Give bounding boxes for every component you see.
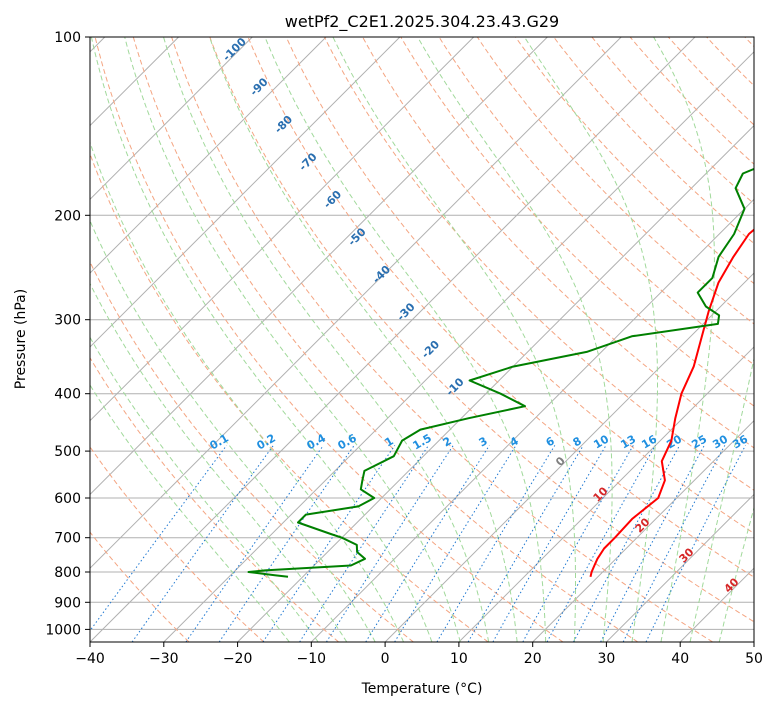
x-tick-label: 50 [745,651,763,667]
isotherm-line [90,37,696,642]
x-tick-label: 40 [671,651,689,667]
y-tick-label: 1000 [45,622,81,638]
axis-layer: −40 −30 −20 −10 0 10 20 30 40 50 100 200 300 400 500 60… [45,30,763,667]
moist-adiabat-line [90,336,319,642]
moist-adiabat-line [124,37,461,642]
mixing-ratio-line [467,445,584,642]
dry-adiabat-line [132,37,639,642]
chart-title: wetPf2_C2E1.2025.304.23.43.G29 [285,12,559,32]
x-axis-title: Temperature (°C) [361,681,483,697]
mixing-ratio-line [546,445,656,642]
moist-adiabat-line [90,219,376,642]
isotherm-line [606,493,754,642]
mixing-ratio-line [299,445,429,642]
y-tick-label: 300 [54,313,81,329]
mixing-ratio-line [394,445,517,642]
grid-layer [90,37,754,642]
y-tick-label: 800 [54,565,81,581]
dry-adiabat-line [323,37,754,491]
plot-frame [89,36,755,643]
mixing-ratio-line [131,445,274,642]
dry-adiabat-line [171,37,713,642]
x-tick-label: −40 [75,651,105,667]
mixing-ratio-line [573,445,681,642]
x-tick-label: 20 [524,651,542,667]
dry-adiabat-line [476,37,754,325]
y-tick-label: 700 [54,531,81,547]
moist-adiabat-line [90,140,405,642]
isotherm-line [90,37,327,274]
isotherm-line [90,37,548,496]
y-tick-label: 200 [54,208,81,224]
moist-adiabat-line [209,37,518,642]
isotherm-line [384,272,754,642]
mixing-ratio-line [600,445,705,642]
isotherm-line [90,37,401,348]
isotherm-line [532,419,754,642]
mixing-ratio-line [622,445,726,642]
dry-adiabat-line [90,531,190,642]
mixing-ratio-line [325,445,454,642]
dry-adiabat-line [438,37,754,366]
x-tick-label: −20 [223,651,253,667]
isotherm-line [90,37,253,201]
mixing-ratio-line [90,445,228,632]
mixing-ratio-line [262,445,396,642]
moist-adiabat-line [90,384,290,642]
mixing-ratio-line [492,445,607,642]
x-tick-label: 0 [381,651,390,667]
isotherm-line [163,51,754,642]
moist-adiabat-line [523,37,658,642]
x-tick-label: −30 [149,651,179,667]
mixing-ratio-line [522,445,634,642]
x-tick-label: −10 [297,651,327,667]
y-tick-label: 500 [54,444,81,460]
y-tick-label: 900 [54,595,81,611]
moist-adiabat-line [653,37,715,642]
temperature-profile-line [589,228,754,578]
dry-adiabat-line [209,37,754,623]
isotherm-line [237,124,754,642]
y-tick-label: 100 [54,30,81,46]
dry-adiabat-line [629,37,754,165]
dry-adiabat-line [362,37,754,449]
dry-adiabat-line [553,37,754,245]
y-axis-title: Pressure (hPa) [13,289,29,389]
moist-adiabat-line [90,282,348,642]
moist-adiabat-line [718,505,754,642]
profile-layer [247,167,754,578]
moist-adiabat-line [264,37,547,642]
x-tick-label: 30 [597,651,615,667]
isotherm-line [90,37,622,569]
dry-adiabat-line [94,37,564,642]
isotherm-line [458,346,754,642]
y-tick-label: 400 [54,387,81,403]
x-tick-label: 10 [450,651,468,667]
isotherm-line [90,37,475,422]
moist-adiabat-line [163,37,490,642]
dry-adiabat-line [90,356,339,642]
moist-adiabat-line [417,37,613,642]
mixing-ratio-line [645,445,746,642]
dry-adiabat-line [400,37,754,407]
dry-adiabat-line [90,260,414,642]
moist-adiabat-line [332,37,576,642]
mixing-ratio-line [365,445,490,642]
y-tick-label: 600 [54,491,81,507]
moist-adiabat-line [689,356,754,642]
dewpoint-profile-line [247,167,754,578]
moist-adiabat-line [90,37,433,642]
